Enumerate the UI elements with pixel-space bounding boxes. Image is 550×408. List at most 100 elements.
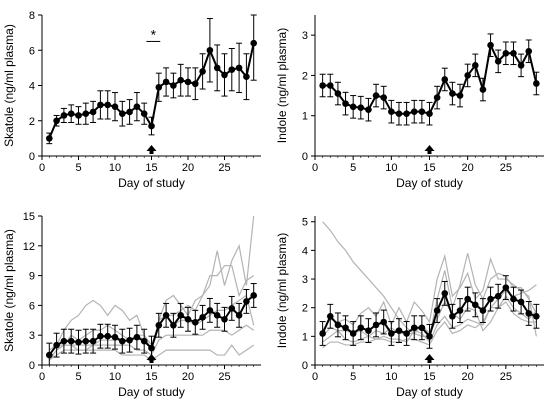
bottom-right-data-point: [388, 330, 395, 337]
bottom-right-data-point: [433, 307, 441, 314]
top-right-data-point: [403, 110, 410, 117]
bottom-right-x-axis-label: Day of study: [396, 385, 463, 399]
bottom-right-y-axis-label: Indole (ng/ml plasma): [275, 233, 289, 348]
top-right-x-tick-label: 20: [462, 162, 474, 174]
top-left-data-point: [46, 135, 53, 142]
top-left-y-tick-label: 0: [29, 151, 35, 163]
top-right-data-point: [472, 62, 479, 69]
bottom-left-data-point: [213, 312, 221, 319]
bottom-right-data-point: [456, 307, 464, 314]
top-right-y-tick-label: 2: [302, 70, 308, 82]
top-left-data-point: [184, 78, 192, 86]
top-left-data-point: [104, 101, 111, 109]
bottom-left-data-point: [155, 321, 163, 329]
bottom-left-data-point: [148, 344, 155, 352]
bottom-left-arrow-marker: [146, 354, 157, 363]
top-right-data-point: [380, 94, 388, 101]
top-right-data-point: [494, 58, 502, 65]
bottom-right-y-tick-label: 4: [302, 245, 308, 257]
top-right-data-point: [319, 82, 326, 89]
bottom-left-data-point: [206, 307, 214, 314]
bottom-left-x-tick-label: 5: [75, 371, 81, 383]
bottom-left-data-point: [53, 341, 60, 349]
bottom-right-data-point: [319, 330, 326, 337]
bottom-right-data-point: [517, 298, 525, 306]
top-right-data-point: [365, 106, 372, 113]
top-right-data-point: [418, 108, 426, 115]
bottom-left-data-point: [111, 333, 119, 341]
top-left-data-point: [97, 101, 104, 109]
top-left-data-point: [162, 78, 170, 86]
top-left-significance-label: *: [151, 26, 157, 42]
top-left-panel: 0 2 4 6 8 0 5 10 15 20 25 Day of study Skatole (ng/m…: [2, 10, 261, 190]
bottom-right-data-point: [326, 312, 334, 320]
top-right-data-point: [326, 82, 334, 89]
bottom-right-data-point: [342, 324, 349, 332]
top-right-data-point: [395, 110, 403, 117]
bottom-right-data-point: [410, 324, 418, 332]
bottom-right-data-point: [449, 312, 456, 320]
top-left-data-point: [148, 122, 155, 130]
bottom-left-data-point: [89, 337, 97, 345]
bottom-left-y-tick-label: 3: [29, 330, 35, 342]
bottom-right-arrow-marker: [424, 354, 435, 363]
bottom-left-panel: 0 3 6 9 12 15 0 5 10 15 20 25 Day of study Skatole (n…: [2, 211, 261, 399]
bottom-right-data-point: [533, 312, 540, 320]
bottom-left-data-point: [184, 316, 192, 323]
top-right-data-point: [464, 72, 471, 79]
bottom-right-data-point: [494, 292, 502, 300]
bottom-right-data-point: [418, 324, 426, 332]
top-left-data-point: [155, 83, 163, 91]
top-right-data-point: [342, 100, 349, 107]
bottom-left-data-point: [46, 351, 53, 359]
bottom-left-x-tick-label: 25: [218, 371, 230, 383]
top-left-data-point: [111, 103, 119, 110]
bottom-left-data-point: [75, 338, 82, 346]
top-right-data-point: [357, 104, 365, 111]
bottom-left-x-tick-label: 15: [145, 371, 157, 383]
top-right-data-point: [426, 110, 433, 117]
top-right-data-point: [456, 92, 464, 99]
bottom-right-panel: 0 1 2 3 4 5 0 5 10 15 20 25 Day of study Indole (ng/m…: [275, 216, 544, 399]
top-right-x-axis-label: Day of study: [396, 176, 463, 190]
top-left-data-point: [82, 110, 90, 117]
bottom-right-y-tick-label: 0: [302, 360, 308, 372]
bottom-left-data-point: [140, 337, 148, 345]
top-right-data-point: [502, 49, 510, 57]
bottom-left-x-axis-label: Day of study: [118, 385, 185, 399]
top-left-data-point: [235, 64, 243, 72]
top-left-data-point: [177, 76, 184, 84]
top-left-x-tick-label: 25: [218, 162, 230, 174]
bottom-right-data-point: [525, 310, 533, 317]
top-left-data-point: [199, 68, 206, 75]
top-left-y-tick-label: 4: [29, 81, 35, 93]
bottom-left-data-point: [133, 333, 141, 341]
top-right-y-tick-label: 3: [302, 30, 308, 42]
top-right-panel: 0 1 2 3 0 5 10 15 20 25 Day of study Indole (ng/ml …: [275, 15, 544, 190]
top-left-arrow-marker: [146, 145, 157, 154]
bottom-right-data-point: [395, 327, 403, 334]
bottom-right-data-point: [487, 295, 494, 303]
top-right-data-point: [533, 80, 540, 87]
top-left-data-point: [228, 66, 236, 73]
top-left-data-point: [75, 112, 82, 119]
bottom-right-data-point: [334, 321, 342, 329]
bottom-right-data-point: [441, 290, 449, 297]
top-left-data-point: [213, 64, 221, 72]
top-right-data-point: [449, 90, 456, 97]
bottom-right-data-point: [380, 318, 388, 326]
top-left-data-point: [192, 80, 199, 88]
bottom-right-x-tick-label: 25: [500, 371, 512, 383]
bottom-right-data-point: [426, 333, 433, 340]
bottom-right-data-point: [479, 307, 487, 314]
bottom-right-y-tick-label: 5: [302, 217, 308, 229]
top-left-data-point: [170, 82, 177, 89]
bottom-left-data-point: [104, 332, 111, 340]
top-right-data-point: [517, 62, 525, 69]
bottom-right-x-tick-label: 5: [350, 371, 356, 383]
top-left-x-tick-label: 10: [109, 162, 121, 174]
bottom-left-data-point: [250, 292, 257, 299]
bottom-left-y-axis-label: Skatole (ng/ml plasma): [2, 229, 16, 352]
bottom-left-data-point: [199, 314, 206, 321]
